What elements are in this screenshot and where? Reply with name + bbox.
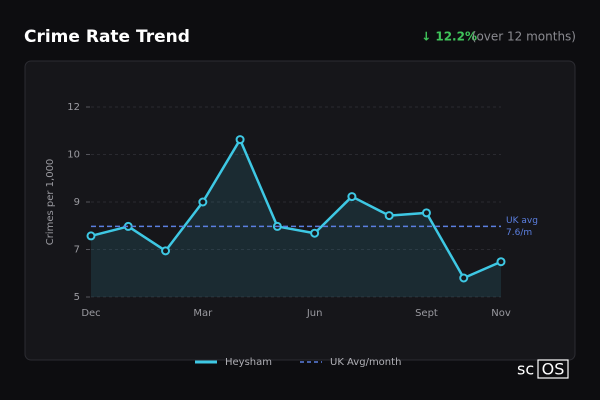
point (421, 208, 431, 218)
reference-label: UK avg (506, 216, 538, 226)
card (24, 60, 576, 361)
brand-box (537, 359, 569, 379)
x-tick-label: Jun (306, 308, 323, 319)
y-tick-label: 5 (74, 292, 80, 303)
point (161, 246, 171, 256)
area (91, 139, 501, 297)
y-tick-label: 7 (74, 245, 80, 256)
x-tick-label: Sept (415, 308, 438, 319)
x-tick-label: Nov (491, 308, 511, 319)
legend-label: Heysham (225, 357, 272, 368)
point (496, 257, 506, 267)
point (459, 273, 469, 283)
brand-text: OS (542, 360, 565, 379)
y-tick-label: 12 (67, 102, 80, 113)
point (310, 228, 320, 238)
x-tick-label: Dec (81, 308, 100, 319)
change-note: (over 12 months) (472, 30, 576, 44)
change-value: ↓ 12.2% (421, 30, 477, 44)
point (384, 211, 394, 221)
y-axis-label: Crimes per 1,000 (45, 159, 56, 246)
point (347, 192, 357, 202)
reference-label: 7.6/m (506, 228, 532, 238)
brand: sc OS (517, 359, 569, 379)
y-tick-label: 9 (74, 197, 80, 208)
x-tick-label: Mar (193, 308, 213, 319)
point (86, 231, 96, 241)
point (198, 197, 208, 207)
y-tick-label: 10 (67, 150, 80, 161)
point (235, 135, 245, 145)
line (90, 138, 502, 280)
legend-label: UK Avg/month (330, 357, 401, 368)
brand-text: sc (517, 360, 534, 379)
chart-title: Crime Rate Trend (24, 27, 190, 47)
